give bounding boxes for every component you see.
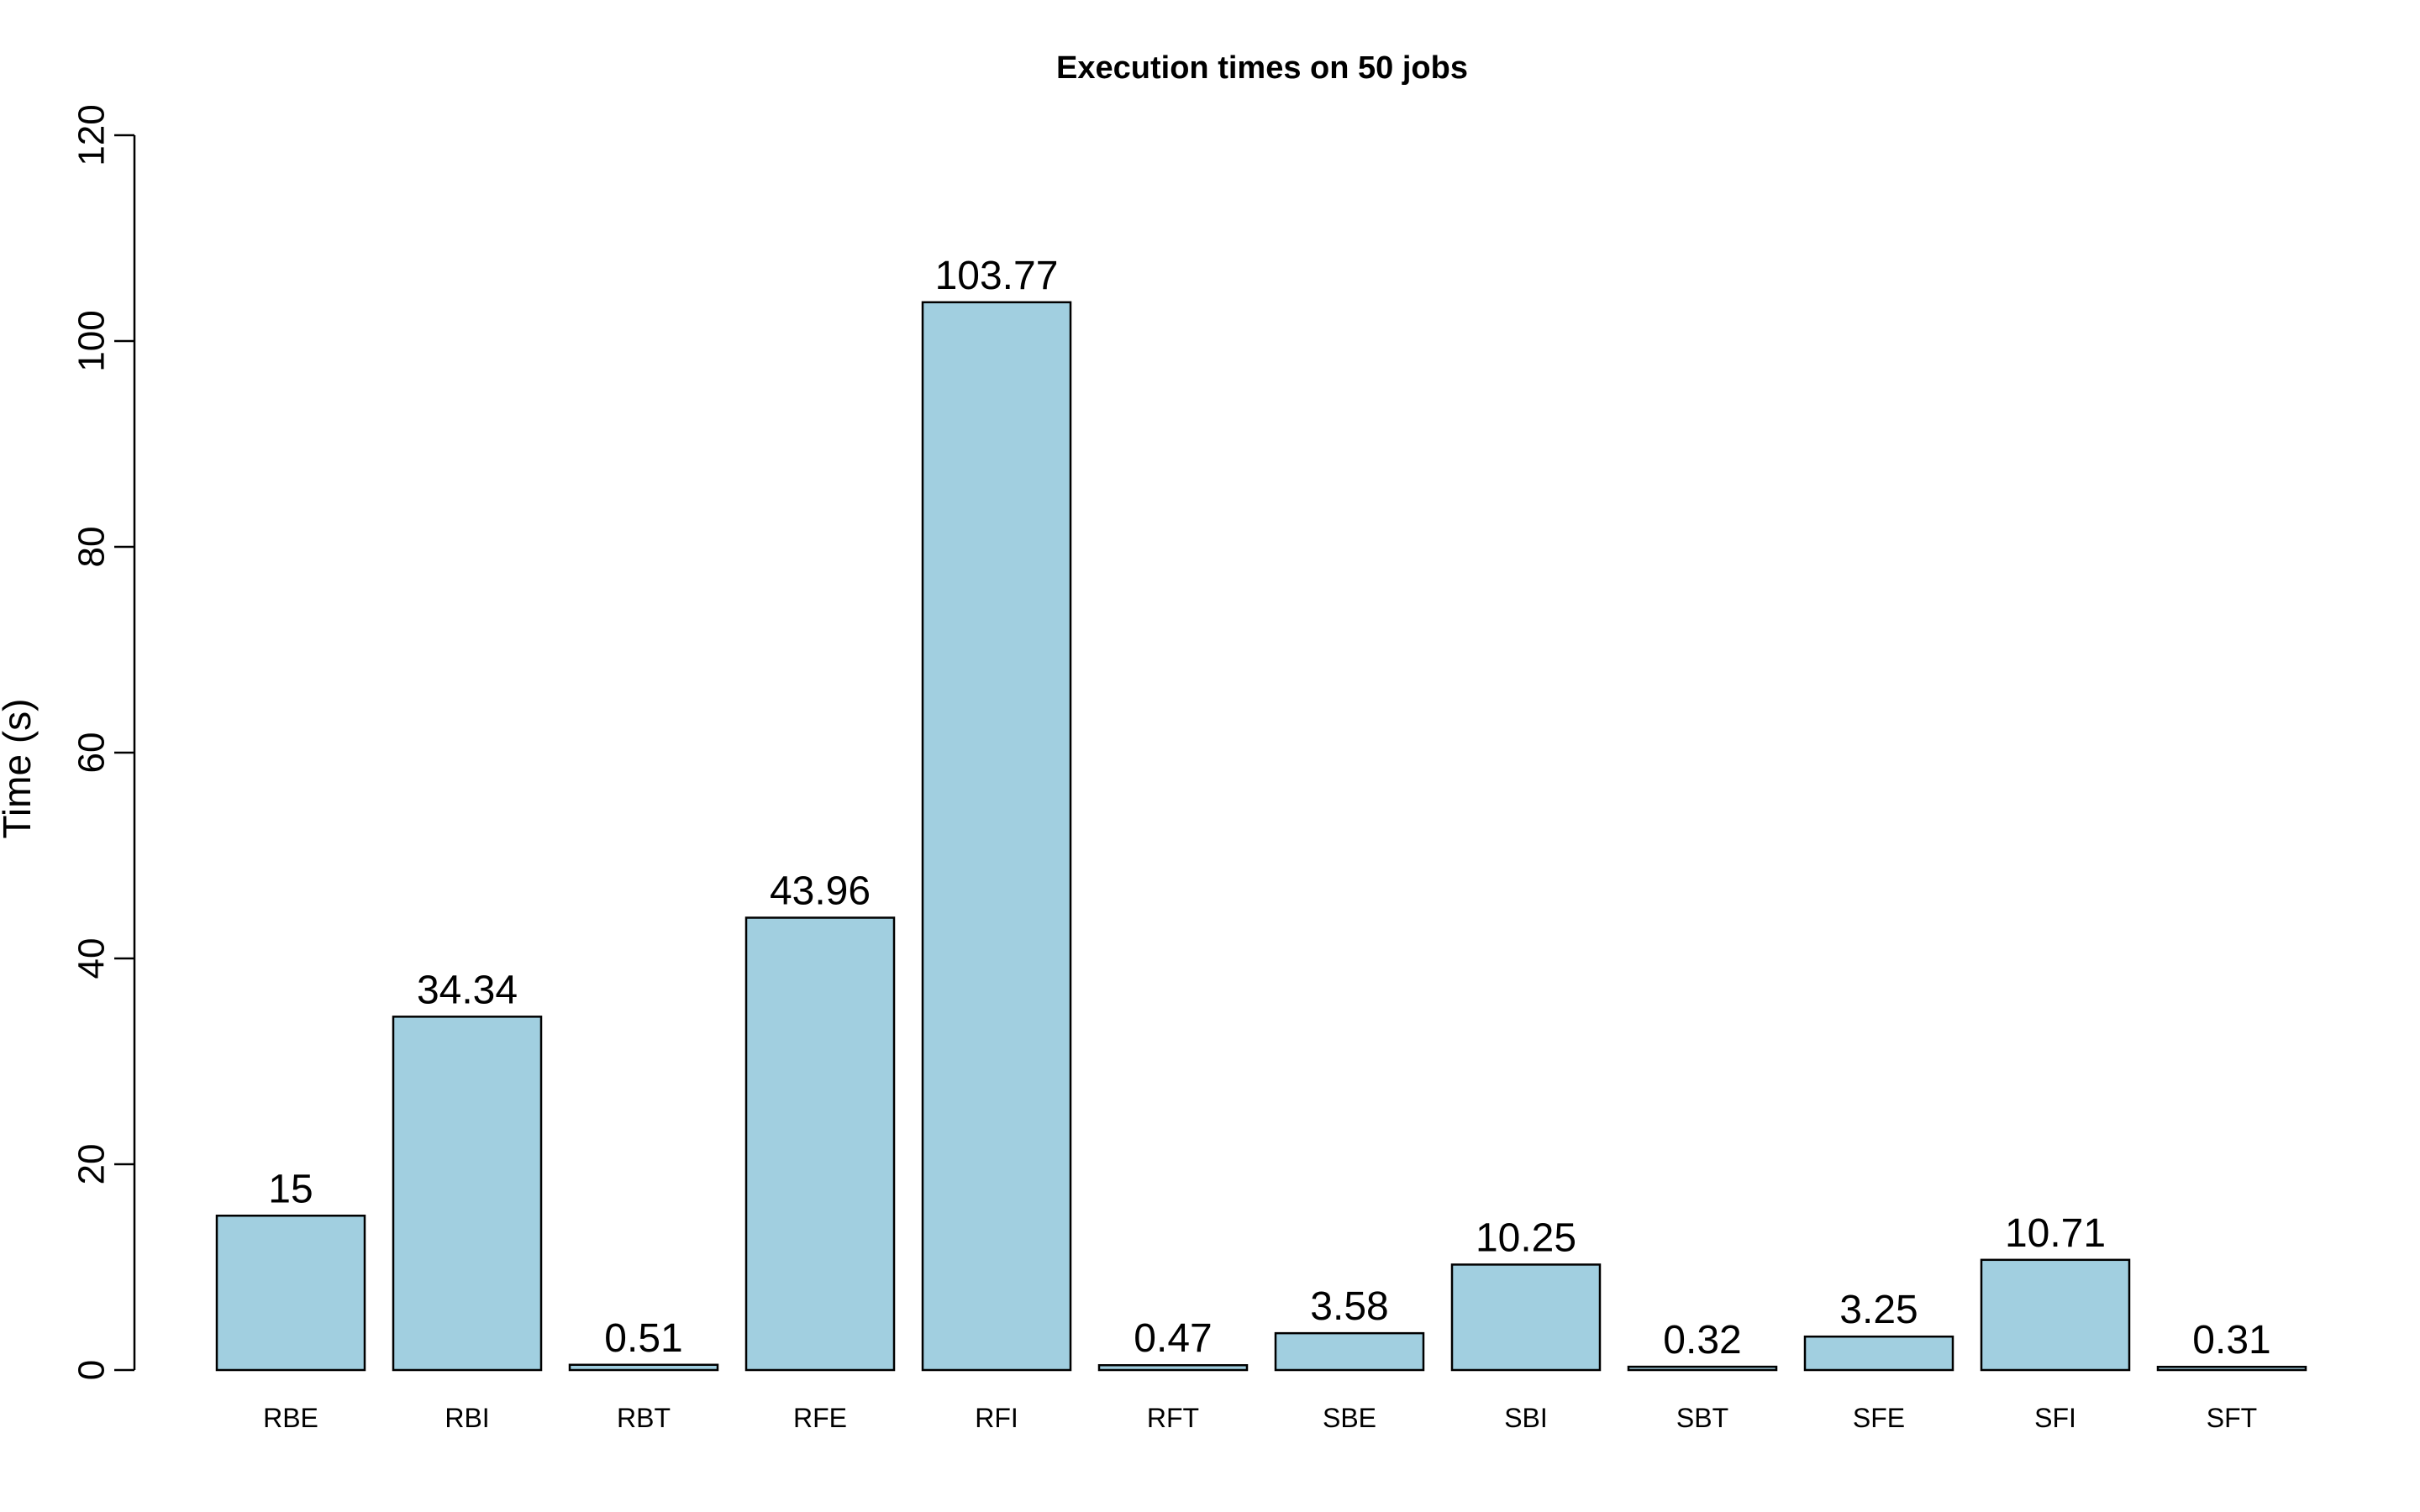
chart-title: Execution times on 50 jobs — [1056, 50, 1468, 86]
x-tick-label: SFI — [2034, 1403, 2076, 1433]
bars-group — [215, 301, 2307, 1372]
data-label: 10.25 — [1476, 1215, 1576, 1260]
y-axis-label: Time (s) — [0, 699, 39, 839]
y-axis: 0 20 40 60 80 100 120 — [71, 104, 136, 1380]
bar-rfi — [921, 301, 1072, 1372]
y-tick-label: 40 — [71, 938, 112, 979]
bar-sft — [2156, 1365, 2307, 1372]
data-label: 103.77 — [935, 254, 1059, 298]
data-label: 0.31 — [2192, 1318, 2270, 1362]
y-tick-label: 120 — [71, 104, 112, 165]
bar-rbe — [215, 1215, 366, 1372]
x-tick-label: RFE — [793, 1403, 847, 1433]
data-labels-group: 15 34.34 0.51 43.96 103.77 0.47 3.58 10.25 0.32 3… — [268, 254, 2270, 1362]
y-tick-label: 20 — [71, 1144, 112, 1185]
x-tick-label: RBI — [445, 1403, 489, 1433]
data-label: 3.25 — [1839, 1288, 1918, 1332]
bar-rfe — [744, 916, 896, 1372]
bar-sbt — [1627, 1365, 1778, 1372]
bar-rbt — [568, 1363, 719, 1372]
x-tick-labels-group: RBE RBI RBT RFE RFI RFT SBE SBI SBT SFE SFI SFT — [263, 1403, 2257, 1433]
bar-sfe — [1803, 1335, 1954, 1372]
data-label: 0.47 — [1134, 1316, 1212, 1361]
data-label: 10.71 — [2005, 1211, 2106, 1256]
x-tick-label: SBE — [1323, 1403, 1376, 1433]
x-tick-label: RBT — [617, 1403, 671, 1433]
data-label: 3.58 — [1310, 1284, 1388, 1329]
data-label: 15 — [268, 1167, 313, 1211]
bar-sbe — [1274, 1331, 1425, 1372]
bar-rft — [1097, 1363, 1249, 1372]
bar-rbi — [392, 1016, 543, 1372]
x-tick-label: SFT — [2207, 1403, 2257, 1433]
y-tick-label: 100 — [71, 310, 112, 371]
y-tick-label: 60 — [71, 732, 112, 774]
x-tick-label: SBT — [1676, 1403, 1728, 1433]
bar-sfi — [1980, 1258, 2131, 1372]
x-tick-label: RFT — [1147, 1403, 1199, 1433]
x-tick-label: SBI — [1504, 1403, 1548, 1433]
y-tick-label: 80 — [71, 527, 112, 568]
x-tick-label: RFI — [975, 1403, 1018, 1433]
bar-sbi — [1450, 1263, 1602, 1372]
x-tick-label: RBE — [263, 1403, 318, 1433]
x-tick-label: SFE — [1853, 1403, 1905, 1433]
data-label: 0.32 — [1663, 1318, 1741, 1362]
y-tick-label: 0 — [71, 1360, 112, 1380]
data-label: 43.96 — [770, 869, 871, 913]
data-label: 0.51 — [604, 1316, 682, 1361]
data-label: 34.34 — [417, 968, 518, 1012]
